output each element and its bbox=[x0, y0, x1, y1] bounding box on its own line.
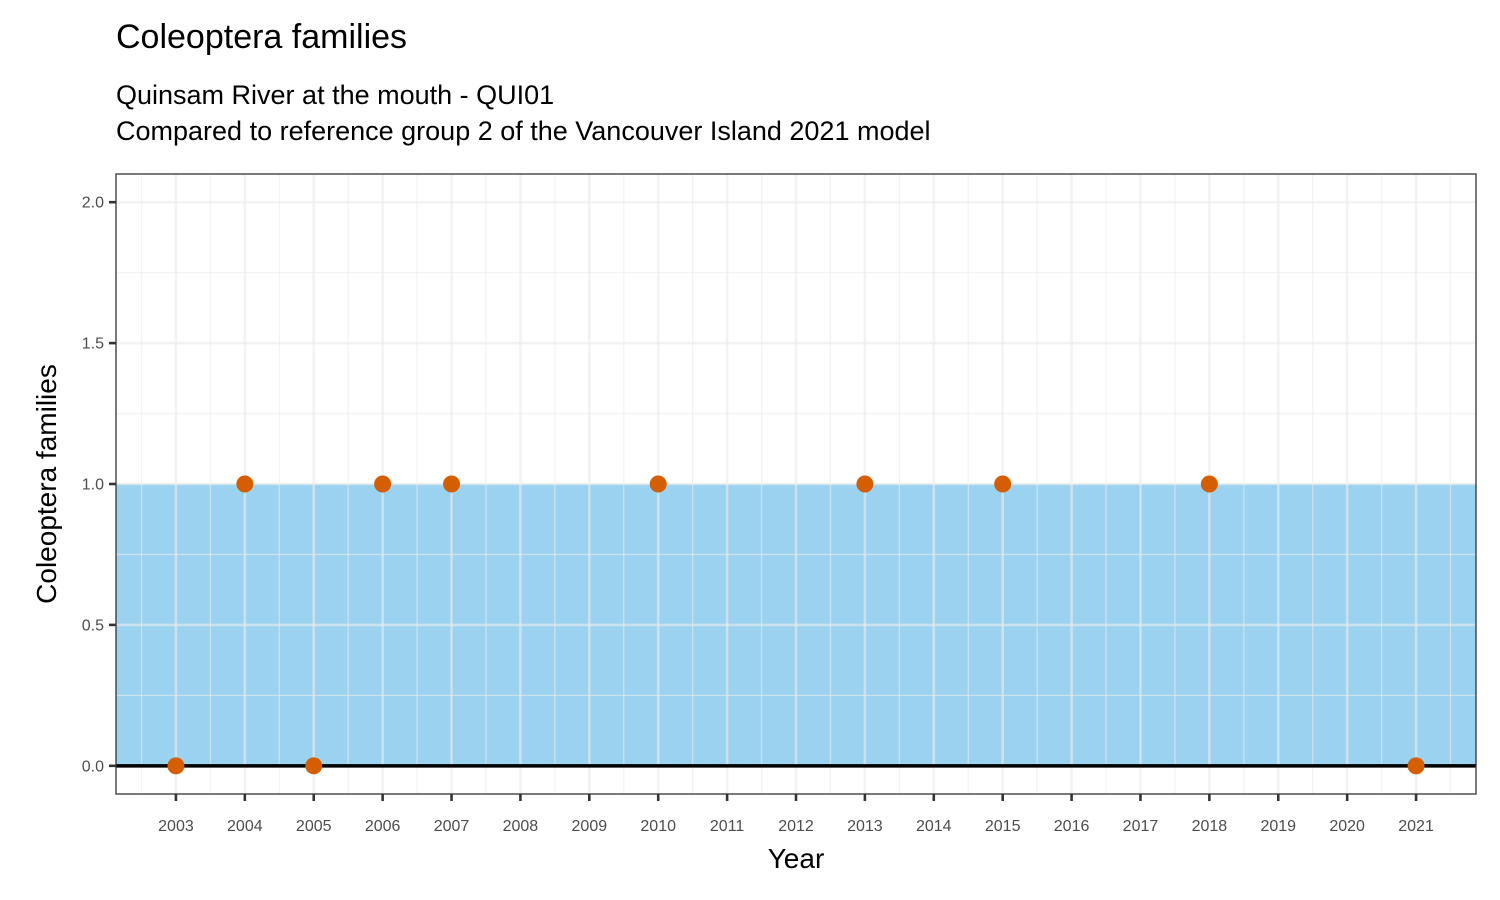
y-axis-title: Coleoptera families bbox=[31, 364, 62, 604]
x-tick-label: 2019 bbox=[1260, 818, 1296, 835]
chart-subtitle-line-1: Quinsam River at the mouth - QUI01 bbox=[116, 80, 555, 110]
chart-subtitle-line-2: Compared to reference group 2 of the Van… bbox=[116, 116, 931, 146]
x-tick-label: 2008 bbox=[503, 818, 539, 835]
data-points-layer bbox=[167, 475, 1425, 775]
data-point-2005 bbox=[305, 757, 323, 775]
data-point-2006 bbox=[374, 475, 392, 493]
x-tick-label: 2009 bbox=[572, 818, 608, 835]
x-tick-label: 2014 bbox=[916, 818, 952, 835]
x-tick-label: 2010 bbox=[640, 818, 676, 835]
y-tick-label: 2.0 bbox=[82, 195, 104, 212]
data-point-2007 bbox=[443, 475, 461, 493]
y-tick-label: 1.5 bbox=[82, 336, 104, 353]
x-axis-title: Year bbox=[768, 843, 825, 874]
data-point-2013 bbox=[856, 475, 874, 493]
y-tick-label: 0.0 bbox=[82, 758, 104, 775]
x-tick-label: 2017 bbox=[1123, 818, 1159, 835]
x-tick-label: 2007 bbox=[434, 818, 470, 835]
data-point-2018 bbox=[1200, 475, 1218, 493]
data-point-2021 bbox=[1407, 757, 1425, 775]
x-tick-label: 2012 bbox=[778, 818, 814, 835]
data-point-2010 bbox=[649, 475, 667, 493]
x-tick-label: 2015 bbox=[985, 818, 1021, 835]
x-tick-label: 2016 bbox=[1054, 818, 1090, 835]
data-point-2015 bbox=[994, 475, 1012, 493]
x-tick-label: 2006 bbox=[365, 818, 401, 835]
x-tick-label: 2021 bbox=[1398, 818, 1434, 835]
x-tick-label: 2003 bbox=[158, 818, 194, 835]
y-tick-label: 0.5 bbox=[82, 617, 104, 634]
data-point-2004 bbox=[236, 475, 254, 493]
x-tick-label: 2018 bbox=[1192, 818, 1228, 835]
x-tick-label: 2011 bbox=[710, 818, 745, 835]
y-tick-label: 1.0 bbox=[82, 477, 104, 494]
chart-title: Coleoptera families bbox=[116, 18, 408, 56]
x-tick-label: 2005 bbox=[296, 818, 332, 835]
x-tick-label: 2004 bbox=[227, 818, 263, 835]
axis-layer: 0.0 0.5 1.0 1.5 2.0 2003 2004 2005 2006 2007 2008 2… bbox=[82, 195, 1434, 835]
data-point-2003 bbox=[167, 757, 185, 775]
x-tick-label: 2013 bbox=[847, 818, 883, 835]
x-tick-label: 2020 bbox=[1329, 818, 1365, 835]
